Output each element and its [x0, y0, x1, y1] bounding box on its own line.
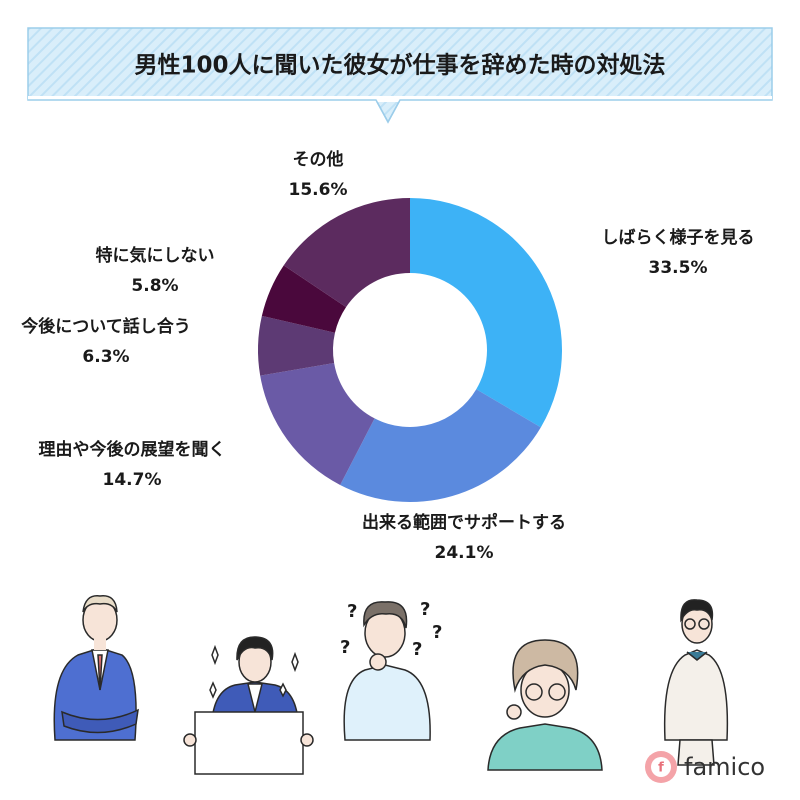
illustration-woman-glasses: [487, 639, 603, 771]
logo: f famico: [645, 751, 765, 783]
donut-slice: [258, 315, 335, 376]
logo-text: famico: [684, 753, 765, 781]
donut-slice: [410, 198, 562, 428]
svg-text:?: ?: [347, 601, 357, 622]
logo-mark: f: [658, 761, 664, 776]
illustration-man-thinking: ?? ?? ?: [340, 599, 442, 741]
illustration-man-suit: [53, 595, 139, 741]
svg-text:?: ?: [432, 622, 442, 643]
slice-label: しばらく様子を見る: [602, 227, 755, 248]
slice-label: 今後について話し合う: [21, 316, 191, 337]
chart-title: 男性100人に聞いた彼女が仕事を辞めた時の対処法: [134, 52, 665, 79]
slice-value-label: 33.5%: [649, 258, 708, 278]
illustration-man-board: [183, 636, 314, 775]
slice-label: その他: [293, 149, 344, 170]
slice-value-label: 6.3%: [82, 347, 129, 367]
donut-slice: [260, 363, 375, 485]
slice-value-label: 5.8%: [131, 276, 178, 296]
slice-value-label: 24.1%: [435, 543, 494, 563]
svg-text:?: ?: [420, 599, 430, 620]
slice-label: 理由や今後の展望を聞く: [39, 439, 226, 460]
slice-label: 特に気にしない: [96, 245, 215, 266]
title-banner: 男性100人に聞いた彼女が仕事を辞めた時の対処法: [27, 27, 773, 124]
svg-text:?: ?: [412, 639, 422, 660]
donut-slice: [261, 265, 347, 333]
svg-text:?: ?: [340, 637, 350, 658]
donut-chart: しばらく様子を見る 33.5% 出来る範囲でサポートする 24.1% 理由や今後の展望を…: [21, 149, 754, 563]
illustrations: ?? ?? ?: [53, 595, 729, 775]
illustration-man-sweater: [663, 599, 729, 766]
donut-slice: [283, 198, 410, 308]
slice-label: 出来る範囲でサポートする: [362, 512, 566, 533]
slice-value-label: 15.6%: [289, 180, 348, 200]
slice-value-label: 14.7%: [103, 470, 162, 490]
donut-slice: [340, 389, 541, 502]
